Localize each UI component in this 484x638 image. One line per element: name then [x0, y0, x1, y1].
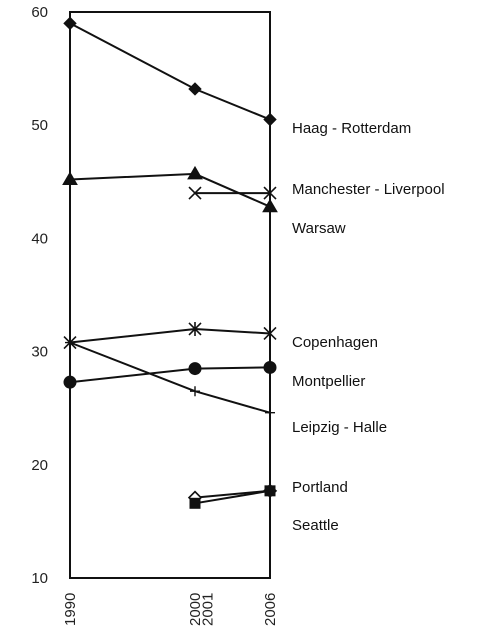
series-markers — [62, 16, 278, 509]
data-point — [188, 362, 202, 376]
y-tick-label: 30 — [31, 344, 48, 361]
series-line-leipzig-halle — [69, 341, 271, 414]
y-tick-label: 60 — [31, 4, 48, 21]
series-label-portland: Portland — [292, 479, 348, 496]
data-point — [63, 375, 77, 389]
series-label-seattle: Seattle — [292, 517, 339, 534]
series-lines — [69, 22, 271, 505]
data-point — [188, 186, 202, 200]
data-point — [190, 386, 200, 397]
data-point — [62, 171, 78, 186]
data-point — [263, 112, 277, 127]
x-tick-label: 2000 — [187, 593, 204, 626]
series-label-warsaw: Warsaw — [292, 220, 346, 237]
data-point — [188, 321, 202, 336]
plot-frame — [69, 11, 271, 579]
data-point — [187, 165, 203, 180]
data-point — [65, 337, 75, 348]
series-label-haag-rotterdam: Haag - Rotterdam — [292, 120, 411, 137]
y-tick-label: 50 — [31, 117, 48, 134]
y-axis-tick-labels: 10 20 30 40 50 60 — [31, 4, 48, 587]
data-point — [188, 82, 202, 96]
data-point — [63, 16, 77, 31]
y-tick-label: 10 — [31, 570, 48, 587]
series-line-warsaw — [69, 172, 271, 208]
data-point — [263, 186, 277, 200]
series-labels: Haag - Rotterdam Manchester - Liverpool Wa… — [292, 120, 445, 534]
series-label-copenhagen: Copenhagen — [292, 334, 378, 351]
data-point — [265, 407, 275, 418]
y-tick-label: 20 — [31, 457, 48, 474]
series-label-manchester-liverpool: Manchester - Liverpool — [292, 181, 445, 198]
series-label-montpellier: Montpellier — [292, 373, 365, 390]
series-line-copenhagen — [69, 327, 271, 344]
data-point — [264, 485, 276, 497]
data-point — [263, 360, 277, 374]
series-label-leipzig-halle: Leipzig - Halle — [292, 419, 387, 436]
x-tick-label: 2001 — [200, 593, 217, 626]
y-tick-label: 40 — [31, 230, 48, 247]
x-tick-label: 2006 — [262, 593, 279, 626]
series-line-seattle — [194, 489, 271, 505]
series-line-haag-rotterdam — [69, 22, 271, 121]
data-point — [262, 198, 278, 213]
x-tick-label: 1990 — [62, 593, 79, 626]
data-point — [189, 497, 201, 509]
data-point — [263, 326, 277, 341]
series-line-montpellier — [69, 366, 271, 384]
